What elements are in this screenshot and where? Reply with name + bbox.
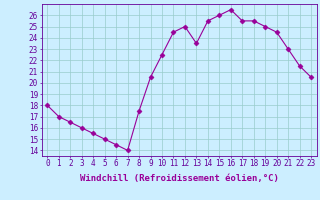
X-axis label: Windchill (Refroidissement éolien,°C): Windchill (Refroidissement éolien,°C) (80, 174, 279, 183)
